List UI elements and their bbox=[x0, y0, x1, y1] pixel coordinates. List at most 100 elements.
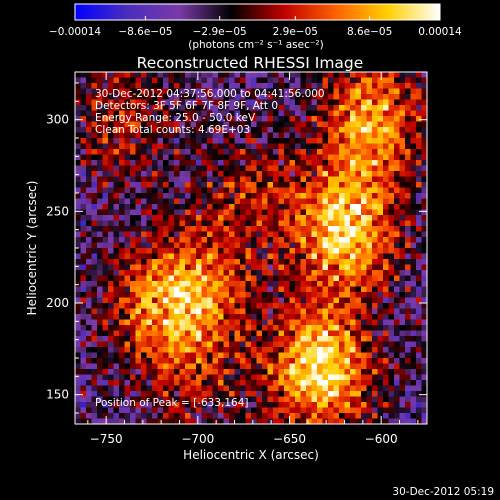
heatmap-cell bbox=[306, 402, 313, 409]
heatmap-cell bbox=[405, 259, 412, 266]
heatmap-cell bbox=[394, 374, 401, 381]
heatmap-cell bbox=[190, 358, 197, 365]
heatmap-cell bbox=[317, 286, 324, 293]
heatmap-cell bbox=[91, 325, 98, 332]
heatmap-cell bbox=[163, 88, 170, 95]
heatmap-cell bbox=[421, 193, 427, 200]
heatmap-cell bbox=[157, 275, 164, 282]
heatmap-cell bbox=[86, 319, 93, 326]
heatmap-cell bbox=[383, 352, 390, 359]
heatmap-cell bbox=[240, 237, 247, 244]
heatmap-cell bbox=[394, 286, 401, 293]
heatmap-cell bbox=[328, 237, 335, 244]
heatmap-cell bbox=[410, 116, 417, 123]
heatmap-cell bbox=[333, 314, 340, 321]
heatmap-cell bbox=[394, 358, 401, 365]
x-tick-label: −600 bbox=[365, 432, 398, 446]
heatmap-cell bbox=[108, 369, 115, 376]
heatmap-cell bbox=[130, 314, 137, 321]
heatmap-cell bbox=[80, 165, 87, 172]
heatmap-cell bbox=[311, 418, 318, 424]
heatmap-cell bbox=[229, 336, 236, 343]
heatmap-cell bbox=[267, 308, 274, 315]
heatmap-cell bbox=[306, 330, 313, 337]
heatmap-cell bbox=[185, 363, 192, 370]
heatmap-cell bbox=[223, 83, 230, 90]
heatmap-cell bbox=[278, 275, 285, 282]
heatmap-cell bbox=[223, 215, 230, 222]
heatmap-cell bbox=[251, 413, 258, 420]
heatmap-cell bbox=[240, 374, 247, 381]
heatmap-cell bbox=[207, 259, 214, 266]
heatmap-cell bbox=[152, 165, 159, 172]
heatmap-cell bbox=[262, 237, 269, 244]
heatmap-cell bbox=[322, 242, 329, 249]
heatmap-cell bbox=[135, 149, 142, 156]
heatmap-cell bbox=[130, 193, 137, 200]
heatmap-cell bbox=[377, 193, 384, 200]
heatmap-cell bbox=[278, 187, 285, 194]
heatmap-cell bbox=[174, 347, 181, 354]
heatmap-cell bbox=[113, 418, 120, 424]
heatmap-cell bbox=[80, 391, 87, 398]
heatmap-cell bbox=[223, 286, 230, 293]
heatmap-cell bbox=[262, 374, 269, 381]
heatmap-cell bbox=[267, 253, 274, 260]
heatmap-cell bbox=[108, 325, 115, 332]
heatmap-image bbox=[75, 72, 427, 424]
heatmap-cell bbox=[80, 413, 87, 420]
heatmap-cell bbox=[394, 319, 401, 326]
heatmap-cell bbox=[163, 385, 170, 392]
heatmap-cell bbox=[416, 187, 423, 194]
heatmap-cell bbox=[339, 396, 346, 403]
heatmap-cell bbox=[251, 358, 258, 365]
heatmap-cell bbox=[344, 325, 351, 332]
heatmap-cell bbox=[421, 160, 427, 167]
heatmap-cell bbox=[190, 253, 197, 260]
heatmap-cell bbox=[344, 127, 351, 134]
heatmap-cell bbox=[372, 374, 379, 381]
heatmap-cell bbox=[102, 363, 109, 370]
heatmap-cell bbox=[91, 407, 98, 414]
heatmap-cell bbox=[355, 198, 362, 205]
heatmap-cell bbox=[157, 248, 164, 255]
heatmap-cell bbox=[201, 413, 208, 420]
heatmap-cell bbox=[135, 297, 142, 304]
heatmap-cell bbox=[278, 160, 285, 167]
heatmap-cell bbox=[218, 286, 225, 293]
heatmap-cell bbox=[124, 198, 131, 205]
heatmap-cell bbox=[108, 270, 115, 277]
heatmap-cell bbox=[212, 330, 219, 337]
heatmap-cell bbox=[339, 292, 346, 299]
heatmap-cell bbox=[256, 99, 263, 106]
heatmap-cell bbox=[234, 341, 241, 348]
heatmap-cell bbox=[240, 231, 247, 238]
heatmap-cell bbox=[372, 363, 379, 370]
heatmap-cell bbox=[124, 314, 131, 321]
heatmap-cell bbox=[212, 154, 219, 161]
heatmap-cell bbox=[421, 171, 427, 178]
heatmap-cell bbox=[350, 330, 357, 337]
heatmap-cell bbox=[207, 292, 214, 299]
heatmap-cell bbox=[80, 160, 87, 167]
heatmap-cell bbox=[97, 105, 104, 112]
heatmap-cell bbox=[157, 88, 164, 95]
heatmap-cell bbox=[91, 330, 98, 337]
heatmap-cell bbox=[152, 407, 159, 414]
heatmap-cell bbox=[284, 242, 291, 249]
heatmap-cell bbox=[366, 94, 373, 101]
heatmap-cell bbox=[256, 270, 263, 277]
heatmap-cell bbox=[91, 358, 98, 365]
heatmap-cell bbox=[86, 396, 93, 403]
heatmap-cell bbox=[322, 264, 329, 271]
heatmap-cell bbox=[361, 385, 368, 392]
heatmap-cell bbox=[344, 413, 351, 420]
heatmap-cell bbox=[179, 308, 186, 315]
heatmap-cell bbox=[317, 209, 324, 216]
heatmap-cell bbox=[317, 292, 324, 299]
heatmap-cell bbox=[163, 193, 170, 200]
heatmap-cell bbox=[273, 187, 280, 194]
heatmap-cell bbox=[141, 77, 148, 84]
heatmap-cell bbox=[377, 308, 384, 315]
heatmap-cell bbox=[102, 286, 109, 293]
